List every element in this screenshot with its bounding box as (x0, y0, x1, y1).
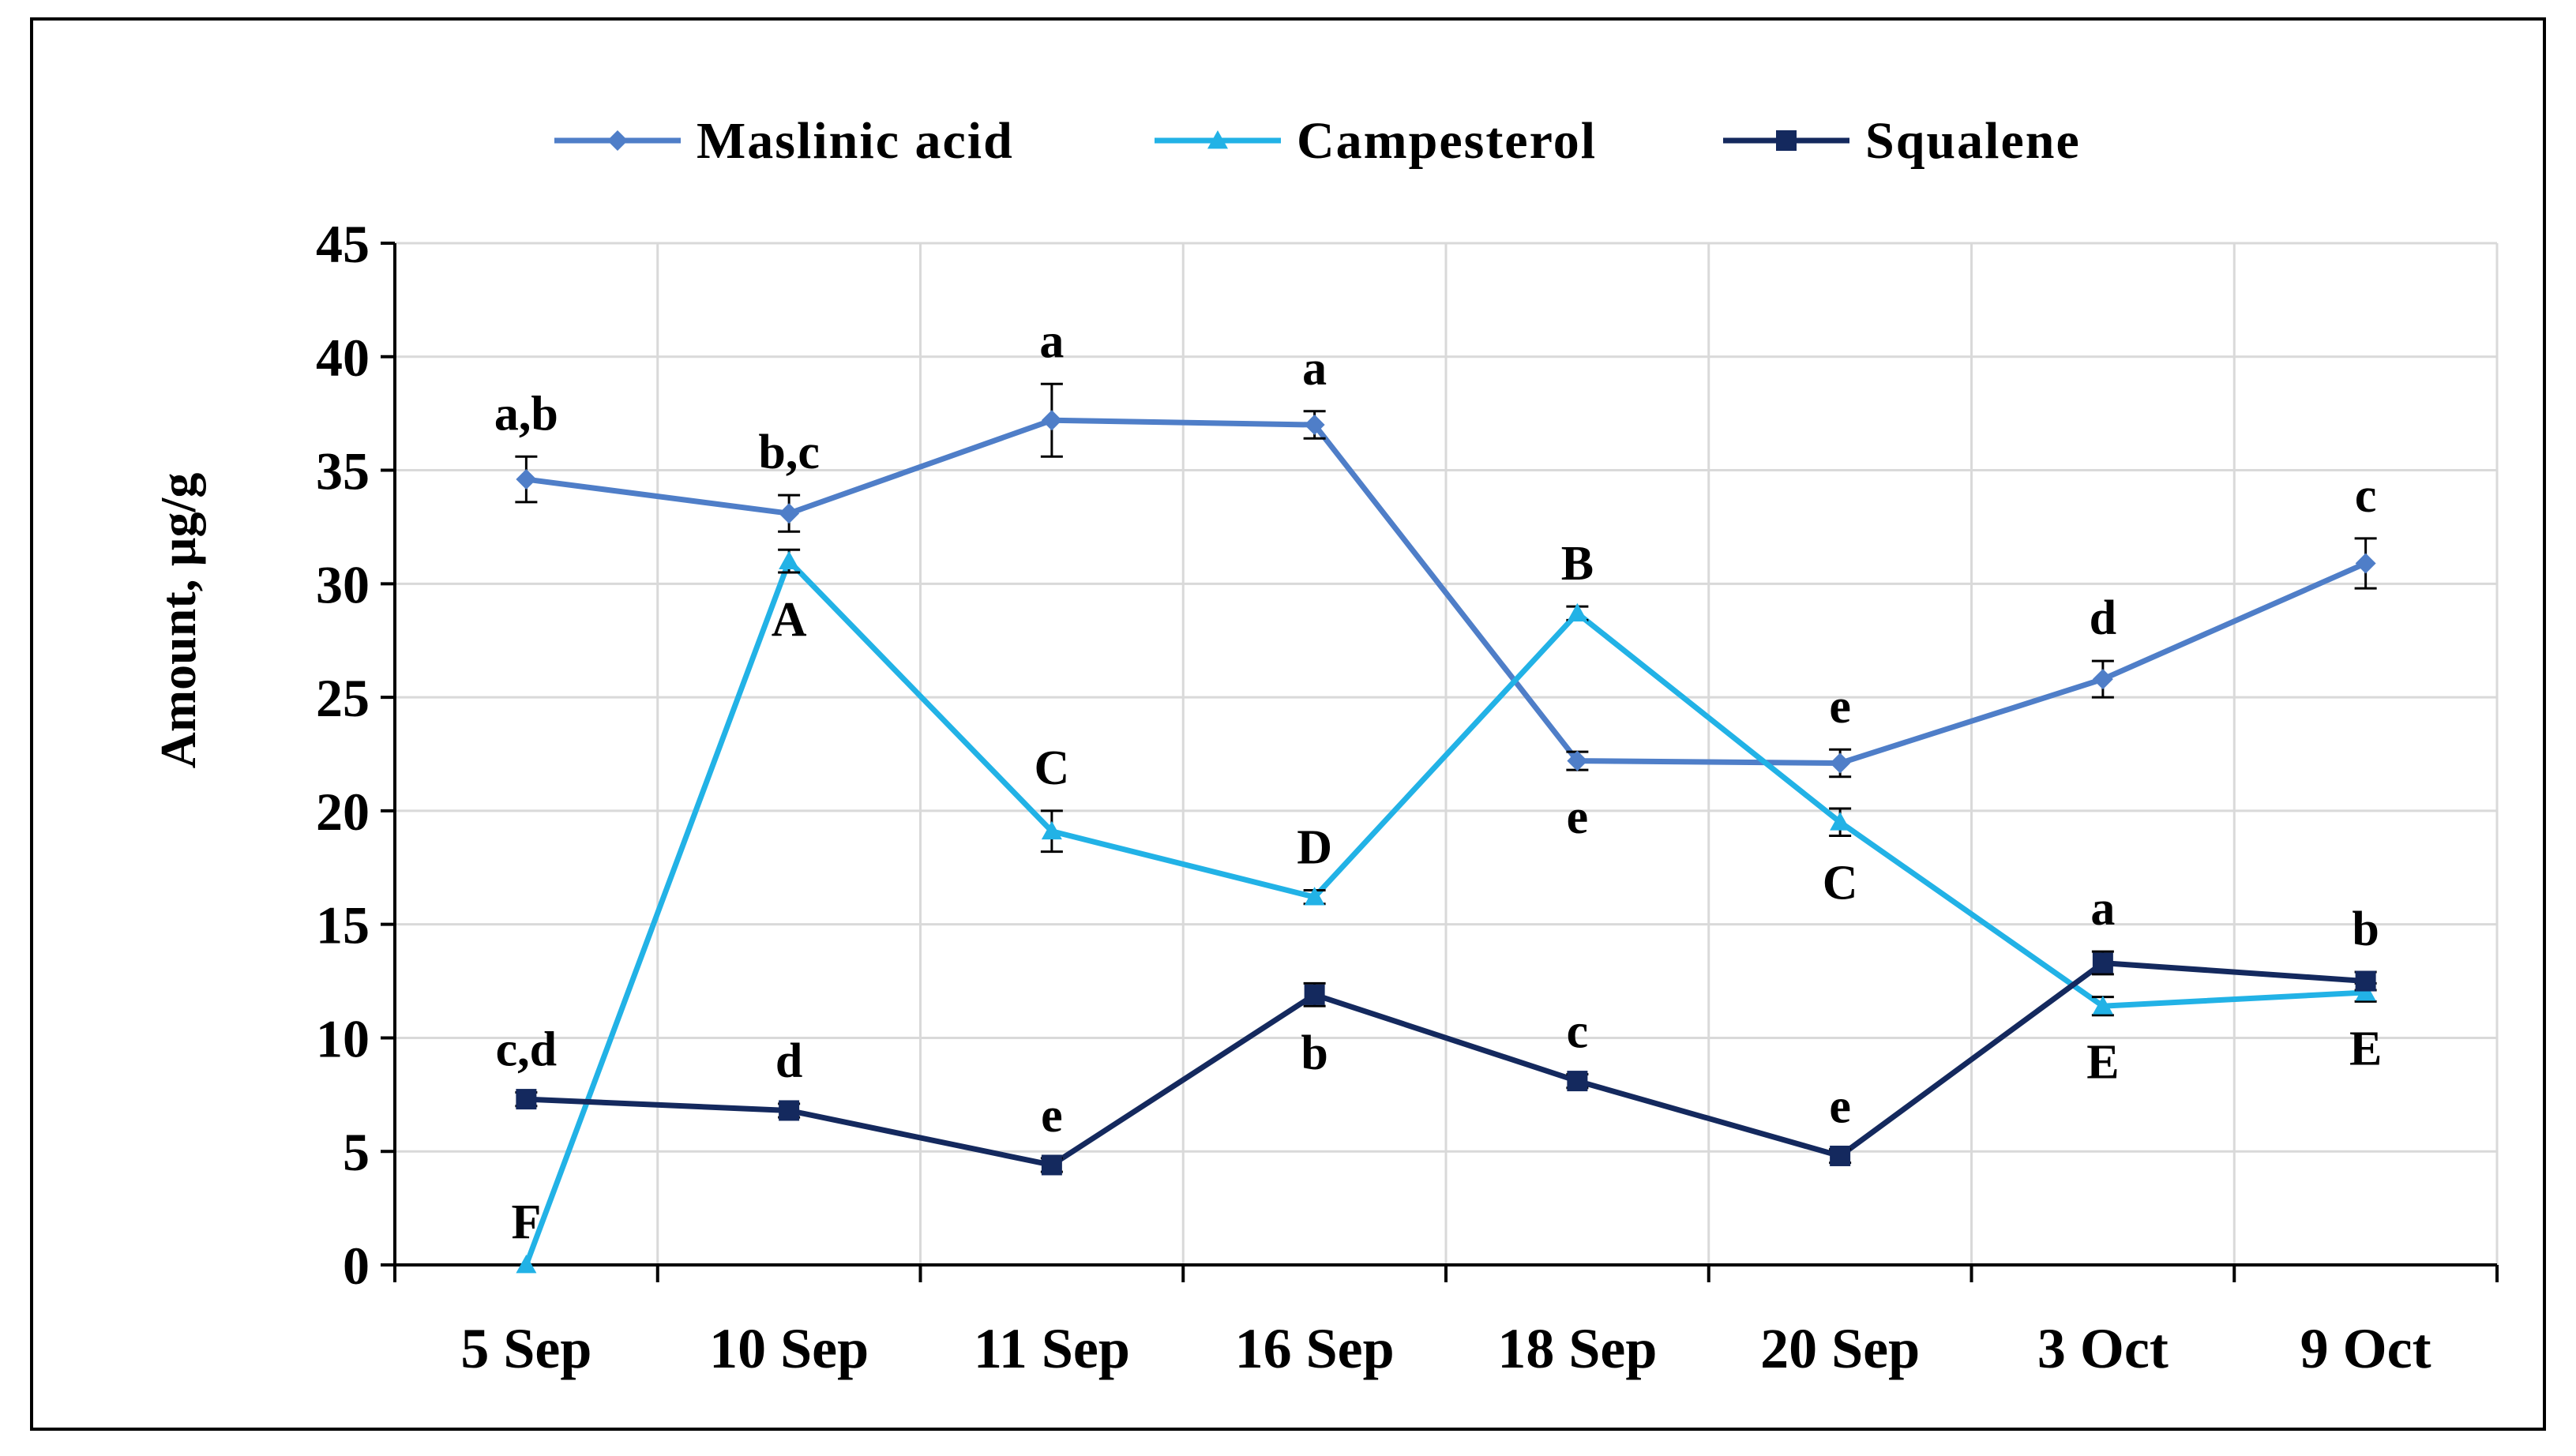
data-point-triangle (2092, 996, 2113, 1015)
series-campesterol (516, 548, 2377, 1274)
data-label: A (772, 593, 807, 647)
data-point-square (2092, 952, 2113, 974)
line-chart: 0 5 10 15 20 25 30 35 40 45 5 Sep 10 Sep 11 Sep 16 Se… (150, 112, 2499, 1380)
x-tick-label: 11 Sep (974, 1317, 1130, 1380)
data-point-triangle (1207, 130, 1228, 149)
x-tick-label: 5 Sep (460, 1317, 591, 1380)
data-point-diamond (1041, 410, 1062, 431)
axes: 0 5 10 15 20 25 30 35 40 45 5 Sep 10 Sep 11 Sep 16 Se… (316, 214, 2499, 1380)
series-layer (515, 382, 2377, 1274)
data-label: a (1039, 314, 1064, 368)
data-label: c (2355, 469, 2377, 523)
data-point-square (779, 1100, 800, 1121)
x-tick-label: 18 Sep (1497, 1317, 1657, 1380)
data-point-diamond (779, 503, 800, 524)
y-tick-label: 40 (316, 328, 370, 388)
data-label: a,b (494, 387, 558, 441)
series-squalene (515, 950, 2377, 1176)
y-tick-label: 10 (316, 1008, 370, 1068)
data-label: a (2090, 882, 2115, 936)
y-axis-label: Amount, µg/g (150, 473, 206, 769)
y-tick-label: 30 (316, 554, 370, 614)
data-point-triangle (779, 550, 800, 569)
data-label: a (1302, 342, 1327, 396)
significance-labels: a,b b,c a a e e d c F A C D B C E Ec,d d e b c e a b (494, 314, 2382, 1249)
data-label: e (1567, 790, 1589, 844)
data-label: c,d (496, 1023, 558, 1076)
legend-label: Campesterol (1297, 112, 1597, 170)
data-label: b (1301, 1026, 1327, 1080)
data-point-triangle (516, 1255, 537, 1274)
data-point-square (1304, 984, 1325, 1005)
series-maslinic-acid (515, 382, 2377, 779)
data-label: F (511, 1195, 541, 1249)
data-point-square (1041, 1154, 1062, 1176)
legend: Maslinic acid Campesterol Squalene (554, 112, 2081, 170)
data-label: e (1829, 680, 1851, 734)
data-point-triangle (1830, 812, 1851, 831)
data-point-square (2355, 970, 2376, 992)
chart-frame: 0 5 10 15 20 25 30 35 40 45 5 Sep 10 Sep 11 Sep 16 Se… (30, 17, 2546, 1431)
y-tick-label: 25 (316, 668, 370, 728)
data-label: d (775, 1034, 802, 1088)
data-point-square (516, 1089, 537, 1110)
legend-entry: Campesterol (1155, 112, 1597, 170)
data-point-triangle (1041, 820, 1062, 840)
data-label: d (2090, 591, 2116, 645)
y-tick-label: 0 (343, 1236, 370, 1296)
data-label: C (1823, 857, 1858, 910)
data-label: E (2349, 1022, 2382, 1075)
data-point-triangle (1567, 602, 1588, 622)
legend-label: Squalene (1865, 112, 2081, 170)
y-tick-label: 45 (316, 214, 370, 274)
legend-entry: Maslinic acid (554, 112, 1014, 170)
data-label: B (1561, 537, 1594, 591)
data-label: b,c (758, 426, 820, 479)
data-point-diamond (607, 130, 628, 151)
data-label: b (2352, 902, 2379, 956)
series-line (524, 558, 2366, 1266)
series-line (525, 417, 2368, 767)
data-label: E (2086, 1036, 2119, 1090)
data-point-diamond (1830, 752, 1851, 774)
series-line (526, 960, 2366, 1168)
data-label: e (1829, 1079, 1851, 1133)
data-label: C (1034, 741, 1069, 795)
data-point-diamond (516, 469, 537, 490)
x-tick-label: 3 Oct (2037, 1317, 2169, 1380)
data-point-square (1830, 1145, 1851, 1166)
legend-label: Maslinic acid (697, 112, 1014, 170)
x-tick-label: 10 Sep (709, 1317, 869, 1380)
data-point-triangle (2355, 981, 2376, 1001)
data-point-square (1567, 1071, 1588, 1092)
data-point-diamond (2355, 553, 2376, 574)
legend-entry: Squalene (1723, 112, 2081, 170)
x-tick-label: 16 Sep (1235, 1317, 1395, 1380)
x-tick-label: 9 Oct (2300, 1317, 2431, 1380)
y-tick-label: 15 (316, 895, 370, 955)
data-point-diamond (1567, 750, 1588, 771)
data-point-diamond (2092, 669, 2113, 690)
data-label: e (1041, 1089, 1063, 1143)
data-label: c (1567, 1004, 1589, 1058)
data-point-triangle (1304, 887, 1325, 906)
data-point-square (1776, 130, 1797, 151)
y-tick-label: 20 (316, 782, 370, 842)
data-point-diamond (1304, 415, 1325, 436)
y-tick-label: 5 (343, 1122, 370, 1182)
x-tick-label: 20 Sep (1760, 1317, 1920, 1380)
data-label: D (1297, 821, 1332, 875)
y-tick-label: 35 (316, 441, 370, 501)
